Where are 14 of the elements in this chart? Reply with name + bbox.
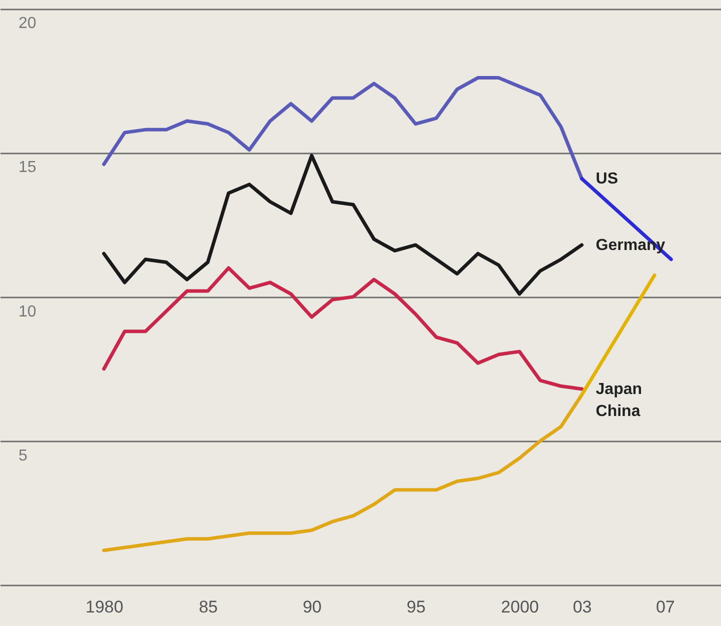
x-tick-label: 07 (656, 598, 675, 616)
x-tick-label: 95 (406, 598, 426, 616)
x-tick-label: 2000 (501, 598, 539, 616)
y-tick-label: 20 (18, 15, 36, 32)
series-label: China (596, 403, 640, 420)
series-label: Japan (596, 381, 642, 398)
y-tick-label: 10 (18, 303, 36, 320)
y-tick-label: 15 (18, 159, 36, 176)
x-tick-label: 03 (572, 598, 592, 616)
x-tick-label: 1980 (85, 598, 124, 616)
y-tick-label: 5 (18, 447, 28, 464)
series-label: US (596, 170, 618, 188)
x-tick-label: 85 (198, 598, 218, 616)
x-tick-label: 90 (302, 598, 322, 616)
